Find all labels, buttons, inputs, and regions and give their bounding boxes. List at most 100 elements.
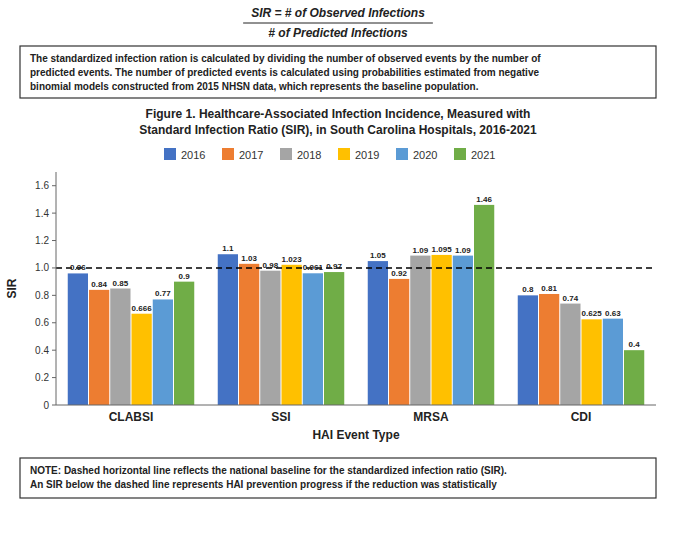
data-label: 0.92 (391, 269, 407, 278)
y-tick (52, 213, 56, 214)
data-label: 0.96 (70, 263, 86, 272)
data-label: 1.09 (413, 246, 429, 255)
formula-numerator: SIR = # of Observed Infections (251, 6, 425, 20)
y-tick-label: 1.0 (35, 262, 49, 273)
data-label: 0.63 (605, 309, 621, 318)
info-text: The standardized infection ration is cal… (30, 53, 541, 92)
data-label: 0.97 (326, 262, 342, 271)
y-axis-label: SIR (5, 278, 19, 298)
legend-swatch (164, 148, 176, 160)
data-label: 0.81 (541, 284, 557, 293)
y-tick-label: 1.6 (35, 180, 49, 191)
note-text: NOTE: Dashed horizontal line reflects th… (30, 465, 507, 490)
x-tick-label: MRSA (413, 410, 449, 424)
x-tick-label: CLABSI (109, 410, 154, 424)
y-tick-label: 1.2 (35, 235, 49, 246)
x-axis (56, 405, 656, 406)
y-tick (52, 267, 56, 268)
bar (303, 273, 323, 405)
bar (410, 256, 430, 405)
data-label: 0.8 (522, 285, 534, 294)
x-tick-label: SSI (271, 410, 290, 424)
bar (432, 255, 452, 405)
y-tick (52, 377, 56, 378)
y-tick-label: 0.8 (35, 290, 49, 301)
bar (132, 314, 152, 405)
data-label: 1.03 (241, 254, 257, 263)
bar (260, 271, 280, 405)
bar (110, 289, 130, 406)
data-label: 1.05 (370, 251, 386, 260)
bar (582, 319, 602, 405)
data-label: 0.98 (263, 261, 279, 270)
bar (474, 205, 494, 405)
bar (453, 256, 473, 405)
data-label: 0.666 (132, 304, 153, 313)
info-box (20, 46, 656, 98)
y-tick-label: 0.4 (35, 345, 49, 356)
y-tick-label: 0 (43, 400, 49, 411)
bar (368, 261, 388, 405)
data-label: 0.9 (179, 272, 191, 281)
y-tick-label: 1.4 (35, 208, 49, 219)
bar (624, 350, 644, 405)
y-tick (52, 322, 56, 323)
legend-swatch (338, 148, 350, 160)
bar (603, 319, 623, 405)
x-tick-label: CDI (571, 410, 592, 424)
data-label: 0.77 (155, 289, 171, 298)
fraction-bar (243, 23, 433, 24)
data-label: 0.85 (113, 279, 129, 288)
data-label: 1.095 (432, 245, 453, 254)
bar (174, 282, 194, 405)
legend-label: 2017 (239, 149, 263, 161)
y-tick (52, 240, 56, 241)
bar (218, 254, 238, 405)
legend-swatch (454, 148, 466, 160)
bar (324, 272, 344, 405)
legend-swatch (280, 148, 292, 160)
legend-label: 2019 (355, 149, 379, 161)
bars (56, 205, 656, 405)
reference-line (56, 267, 656, 269)
background (0, 0, 676, 537)
data-label: 0.74 (563, 294, 579, 303)
y-tick (52, 350, 56, 351)
y-axis (56, 172, 57, 405)
data-labels: 0.961.11.050.80.841.030.920.810.850.981.… (70, 195, 640, 349)
data-label: 0.961 (303, 263, 324, 272)
legend-label: 2016 (181, 149, 205, 161)
bar (518, 295, 538, 405)
bar (389, 279, 409, 405)
data-label: 1.46 (476, 195, 492, 204)
bar (560, 304, 580, 405)
note-box (20, 458, 656, 498)
y-tick-label: 0.6 (35, 317, 49, 328)
title: Figure 1. Healthcare-Associated Infectio… (139, 107, 537, 137)
legend-label: 2021 (471, 149, 495, 161)
data-label: 0.625 (582, 309, 603, 318)
y-tick (52, 405, 56, 406)
legend-swatch (222, 148, 234, 160)
chart: SIR = # of Observed Infections # of Predi… (0, 0, 676, 537)
bar (68, 273, 88, 405)
data-label: 1.1 (222, 244, 234, 253)
data-label: 0.4 (629, 340, 641, 349)
y-tick (52, 295, 56, 296)
y-tick (52, 185, 56, 186)
data-label: 1.09 (455, 246, 471, 255)
legend-label: 2018 (297, 149, 321, 161)
y-tick-label: 0.2 (35, 372, 49, 383)
x-axis-label: HAI Event Type (312, 428, 399, 442)
legend: 2016 2017 2018 2019 2020 2021 (164, 148, 495, 161)
legend-label: 2020 (413, 149, 437, 161)
data-label: 0.84 (91, 280, 107, 289)
bar (539, 294, 559, 405)
legend-swatch (396, 148, 408, 160)
bar (239, 264, 259, 405)
formula-denominator: # of Predicted Infections (268, 26, 408, 40)
bar (282, 265, 302, 405)
bar (153, 299, 173, 405)
data-label: 1.023 (282, 255, 303, 264)
bar (89, 290, 109, 405)
